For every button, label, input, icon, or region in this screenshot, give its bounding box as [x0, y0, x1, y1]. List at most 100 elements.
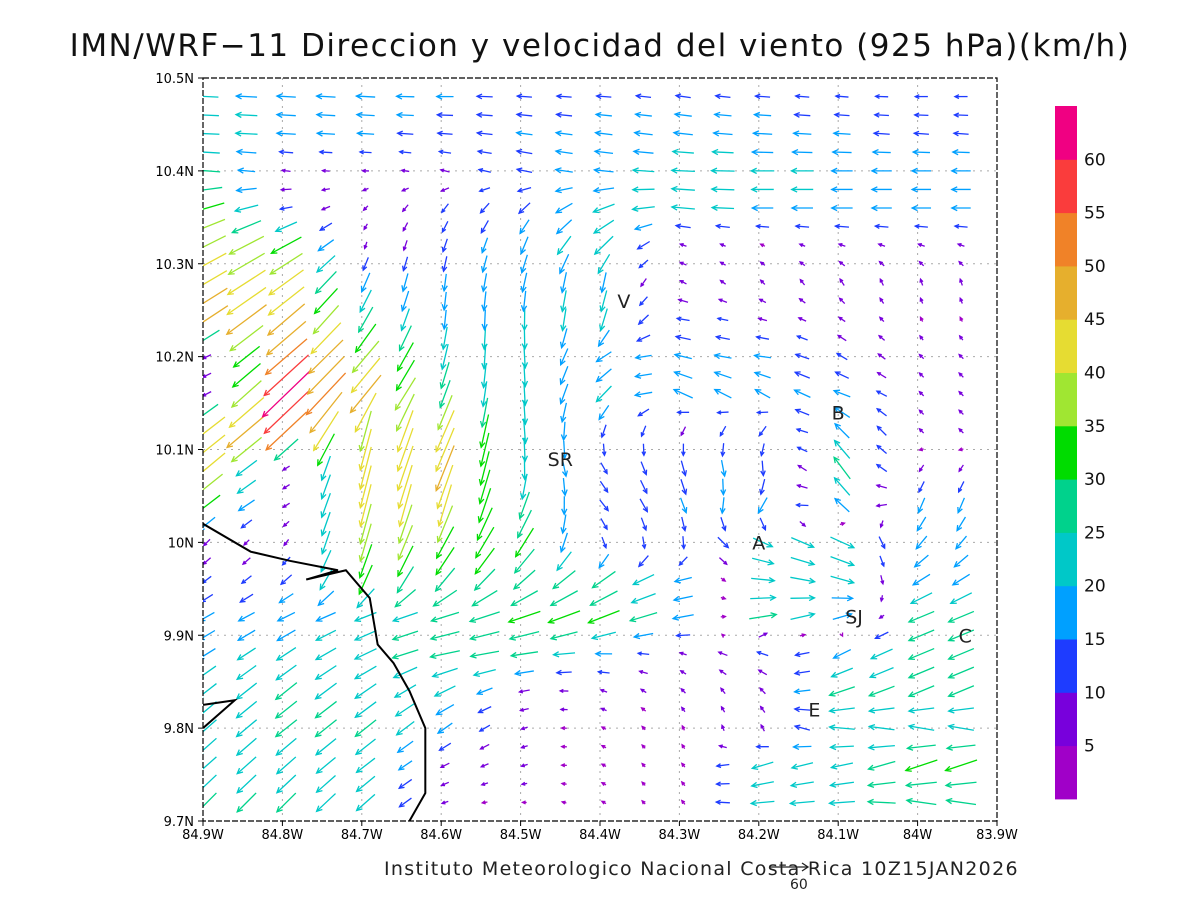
wind-vector-shaft: [675, 224, 691, 229]
wind-vector-head: [833, 456, 840, 464]
wind-vector-head: [275, 674, 283, 681]
wind-vector: [203, 354, 212, 360]
wind-vector: [907, 723, 935, 731]
wind-vector: [918, 260, 925, 267]
wind-vector: [788, 799, 815, 807]
wind-vector-head: [719, 507, 726, 515]
wind-vector: [521, 400, 529, 426]
wind-vector: [875, 463, 888, 473]
wind-vector: [354, 719, 377, 738]
wind-vector-head: [749, 167, 757, 175]
wind-vector-shaft: [906, 781, 937, 787]
wind-vector-shaft: [948, 666, 975, 679]
wind-vector-shaft: [321, 530, 331, 554]
wind-vector-shaft: [236, 682, 258, 700]
wind-vector: [358, 544, 373, 580]
wind-vector-head: [592, 227, 601, 234]
wind-vector: [203, 494, 221, 510]
wind-vector: [397, 760, 413, 771]
wind-vector: [358, 564, 373, 596]
wind-vector: [830, 667, 854, 678]
wind-vector-shaft: [442, 256, 448, 272]
coastline: [203, 522, 427, 821]
wind-vector: [517, 509, 532, 539]
wind-vector-head: [680, 762, 686, 767]
wind-vector-head: [717, 744, 723, 749]
wind-vector-head: [314, 635, 323, 641]
wind-vector-shaft: [395, 702, 416, 717]
wind-vector: [559, 348, 569, 367]
wind-vector-shaft: [556, 132, 573, 136]
wind-vector: [363, 223, 368, 231]
wind-vector: [555, 669, 572, 676]
wind-vector-head: [831, 148, 839, 156]
wind-vector-head: [678, 243, 684, 248]
wind-vector-shaft: [480, 202, 490, 214]
wind-vector: [315, 130, 335, 137]
wind-vector-head: [439, 764, 445, 768]
wind-vector: [561, 496, 568, 516]
city-label-sj: SJ: [845, 607, 863, 629]
wind-vector: [867, 685, 895, 697]
wind-vector-shaft: [594, 169, 614, 173]
wind-vector-head: [552, 651, 560, 658]
wind-vector: [838, 260, 846, 267]
wind-vector: [670, 185, 695, 193]
wind-vector: [230, 380, 262, 408]
wind-vector: [513, 548, 535, 574]
wind-vector: [600, 462, 608, 475]
wind-vector-head: [354, 711, 362, 719]
wind-vector: [203, 434, 226, 454]
wind-vector-shaft: [794, 725, 811, 731]
wind-vector: [600, 782, 607, 786]
wind-vector: [243, 539, 250, 547]
wind-vector: [561, 478, 568, 497]
wind-vector: [235, 186, 257, 194]
wind-vector-head: [441, 323, 448, 331]
wind-vector: [439, 187, 450, 192]
wind-vector-head: [957, 487, 963, 494]
wind-vector-shaft: [316, 611, 336, 622]
wind-vector-head: [235, 470, 243, 477]
wind-vector: [515, 130, 533, 137]
wind-vector: [832, 130, 851, 137]
wind-vector-shaft: [394, 589, 417, 608]
wind-vector-head: [909, 598, 918, 605]
wind-vector-shaft: [359, 503, 372, 544]
wind-vector-shaft: [236, 459, 258, 477]
wind-vector-head: [950, 186, 958, 193]
wind-vector: [401, 256, 409, 273]
wind-vector: [720, 443, 726, 458]
wind-vector-head: [359, 305, 366, 314]
wind-vector-shaft: [877, 372, 887, 379]
wind-vector-head: [631, 579, 640, 586]
wind-vector: [757, 669, 768, 676]
wind-vector-shaft: [598, 405, 610, 420]
wind-vector: [315, 793, 336, 813]
wind-vector-head: [957, 447, 963, 452]
wind-vector: [904, 781, 937, 789]
wind-vector-head: [793, 706, 801, 713]
wind-vector-head: [913, 560, 921, 568]
lat-tick-label: 10.5N: [155, 72, 194, 87]
wind-vector-head: [519, 227, 526, 235]
wind-vector: [397, 464, 413, 510]
wind-vector-shaft: [519, 219, 530, 234]
wind-vector-shaft: [908, 725, 935, 731]
wind-vector: [794, 353, 810, 360]
wind-vector-head: [794, 93, 801, 100]
wind-vector-head: [314, 287, 322, 295]
wind-vector: [478, 432, 490, 468]
wind-vector-head: [761, 525, 767, 532]
wind-vector: [759, 705, 766, 713]
wind-vector-shaft: [514, 548, 535, 574]
wind-vector: [481, 344, 488, 371]
city-label-sr: SR: [548, 449, 573, 471]
wind-vector-head: [755, 335, 761, 341]
wind-vector-head: [875, 390, 881, 395]
wind-vector-shaft: [874, 132, 890, 135]
wind-vector-shaft: [834, 113, 850, 117]
wind-vector: [203, 114, 219, 117]
colorbar-segment: [1055, 319, 1077, 373]
wind-vector-head: [640, 432, 645, 438]
